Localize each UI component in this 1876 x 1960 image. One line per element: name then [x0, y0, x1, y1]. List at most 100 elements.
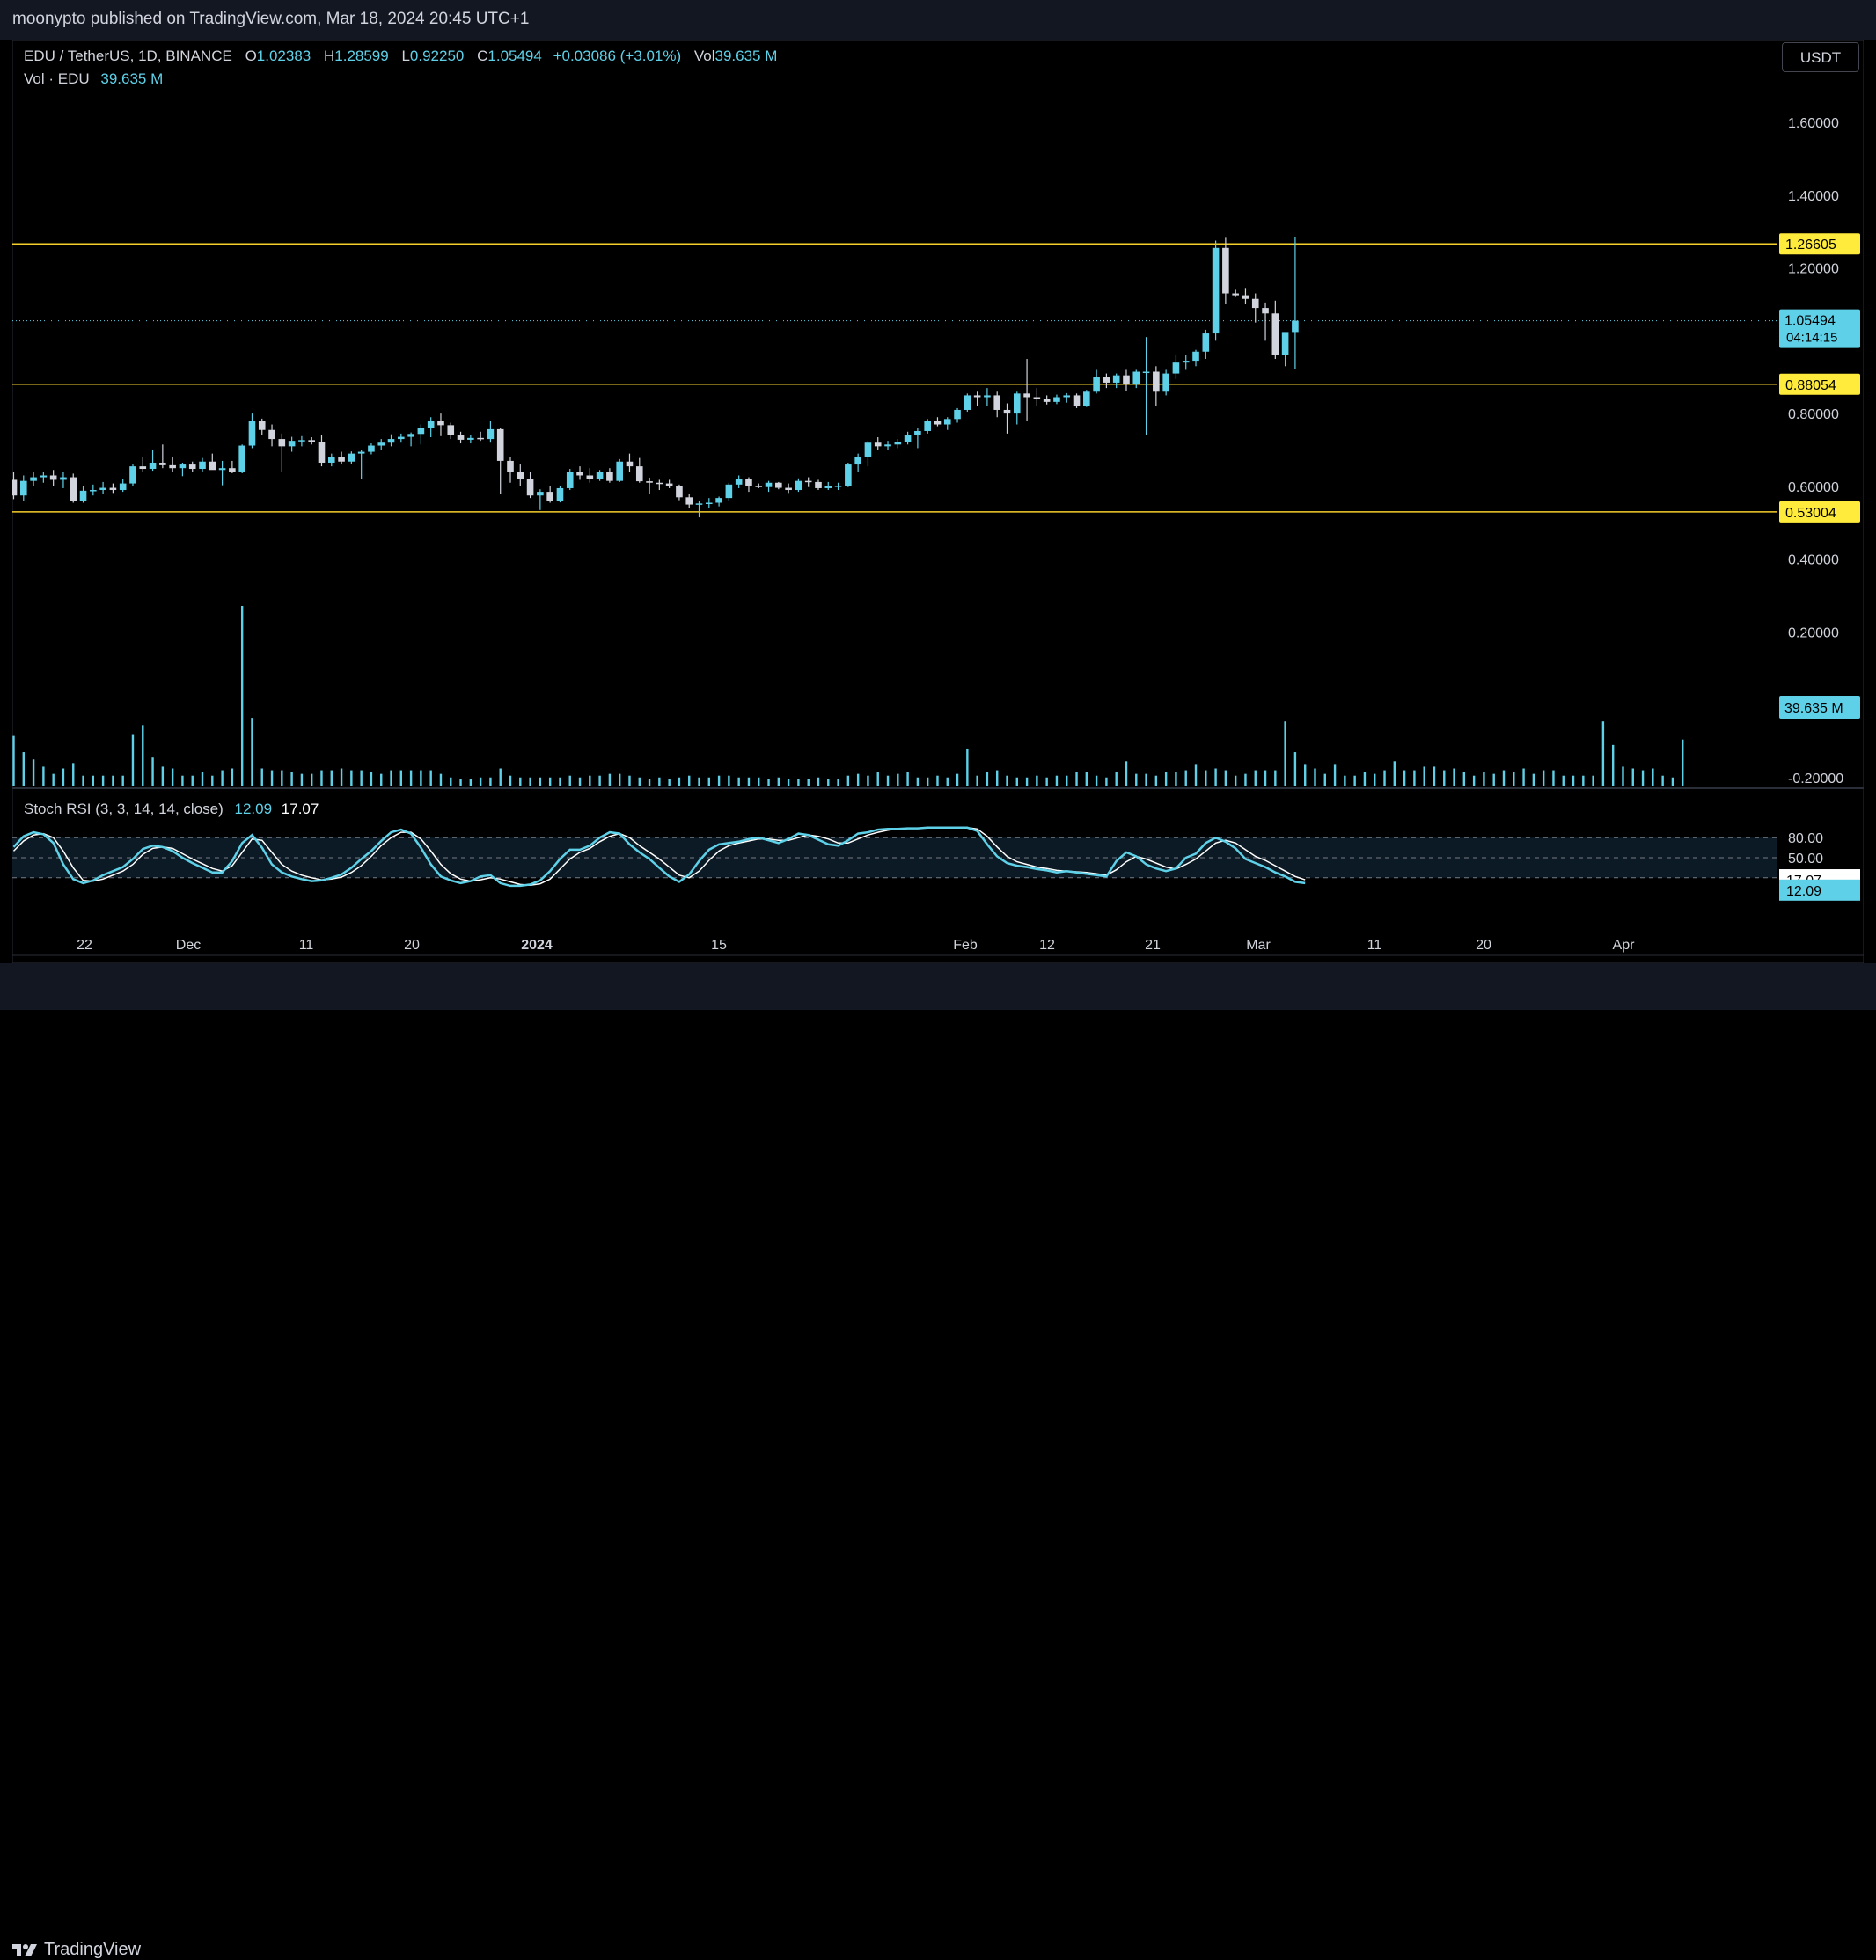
volume-legend-label[interactable]: Vol · EDU	[24, 70, 90, 87]
candle-body	[368, 445, 375, 452]
price-tick-label: 1.20000	[1788, 262, 1839, 277]
chart-canvas[interactable]: 1.600001.400001.200001.000000.800000.600…	[12, 40, 1864, 963]
candle-body	[1172, 362, 1180, 374]
stoch-tick-label: 80.00	[1788, 831, 1823, 846]
volume-bar	[1592, 775, 1594, 786]
volume-bar	[777, 777, 780, 786]
brand-text: TradingView	[44, 1940, 142, 1959]
volume-bar	[1383, 770, 1386, 786]
candle-body	[517, 472, 524, 479]
stoch-d-line	[12, 827, 1306, 886]
volume-bar	[688, 775, 691, 786]
candle-body	[278, 439, 286, 447]
volume-bar	[1055, 775, 1059, 786]
candle-body	[914, 430, 921, 435]
candle-body	[327, 457, 335, 463]
volume-bar	[578, 777, 582, 786]
volume-bar	[638, 777, 641, 786]
volume-bar	[1323, 773, 1326, 786]
volume-bar	[1572, 775, 1575, 786]
volume-bar	[628, 775, 631, 786]
candle-body	[1043, 399, 1051, 402]
volume-bar	[519, 777, 522, 786]
volume-bar	[82, 775, 84, 786]
candle-body	[12, 479, 18, 496]
candle-body	[616, 461, 623, 481]
volume-bar	[350, 770, 353, 786]
volume-bar	[62, 768, 65, 786]
volume-bar	[211, 775, 214, 786]
candle-body	[49, 475, 57, 480]
candle-body	[447, 425, 455, 435]
candle-body	[218, 468, 226, 471]
price-tick-label: 1.40000	[1788, 189, 1839, 204]
volume-bar	[986, 772, 989, 786]
volume-bar	[1293, 752, 1297, 786]
volume-bar	[281, 770, 283, 786]
volume-bar	[1562, 775, 1565, 786]
symbol-name[interactable]: EDU / TetherUS, 1D, BINANCE	[24, 48, 232, 64]
candle-body	[695, 503, 703, 505]
high-label: H	[323, 48, 335, 64]
stoch-rsi-label[interactable]: Stoch RSI (3, 3, 14, 14, close)	[24, 801, 224, 817]
candle-body	[19, 480, 27, 496]
candle-body	[179, 464, 187, 469]
currency-button[interactable]: USDT	[1782, 42, 1859, 72]
candle-body	[706, 502, 713, 505]
volume-bar	[1682, 739, 1684, 786]
candle-body	[457, 435, 465, 440]
candle-body	[824, 486, 832, 488]
tradingview-brand[interactable]: TradingView	[12, 1940, 141, 1960]
volume-bar	[1154, 775, 1158, 786]
candle-body	[785, 487, 792, 491]
footer-bar: TradingView	[0, 963, 1876, 1959]
volume-bar	[311, 773, 313, 786]
candle-body	[40, 475, 48, 478]
time-tick-label: Feb	[953, 938, 978, 953]
time-tick-label: 20	[1476, 938, 1491, 953]
time-tick-label: Dec	[176, 938, 201, 953]
candle-body	[288, 441, 296, 447]
low-label: L	[401, 48, 410, 64]
stoch-tick-label: 50.00	[1788, 852, 1823, 867]
volume-bar	[767, 779, 770, 786]
candle-body	[109, 487, 117, 491]
header-bar: moonypto published on TradingView.com, M…	[0, 0, 1876, 40]
volume-bar	[320, 770, 323, 786]
volume-bar	[827, 779, 830, 786]
candle-body	[79, 490, 87, 501]
volume-bar	[1175, 772, 1177, 786]
candle-body	[904, 435, 912, 442]
candle-body	[864, 442, 872, 457]
volume-bar	[221, 770, 224, 786]
volume-bar	[737, 777, 740, 786]
volume-bar	[1462, 772, 1466, 786]
volume-bar	[837, 779, 839, 786]
candle-body	[1222, 247, 1229, 294]
volume-bar	[1205, 770, 1207, 786]
volume-bar	[509, 775, 512, 786]
volume-bar	[72, 763, 75, 786]
volume-bar	[817, 777, 820, 786]
volume-bar	[22, 752, 25, 786]
volume-bar	[1611, 744, 1615, 786]
volume-bar	[846, 775, 850, 786]
volume-bar	[1601, 721, 1605, 786]
candle-body	[1162, 373, 1169, 392]
chart-frame[interactable]: 1.600001.400001.200001.000000.800000.600…	[12, 40, 1864, 963]
volume-bar	[1374, 773, 1376, 786]
volume-bar	[1403, 770, 1406, 786]
volume-bar	[1333, 764, 1337, 786]
candle-body	[1292, 320, 1299, 333]
time-tick-label: 15	[711, 938, 727, 953]
volume-bar	[1522, 768, 1525, 786]
price-tick-label: 0.60000	[1788, 480, 1839, 495]
volume-bar	[171, 768, 174, 786]
candle-body	[169, 464, 176, 469]
volume-bar	[548, 777, 552, 786]
candle-body	[1083, 391, 1090, 406]
volume-bar	[1353, 775, 1356, 786]
volume-bar	[1433, 766, 1436, 786]
volume-bar	[1224, 770, 1227, 786]
volume-bar	[201, 772, 204, 786]
